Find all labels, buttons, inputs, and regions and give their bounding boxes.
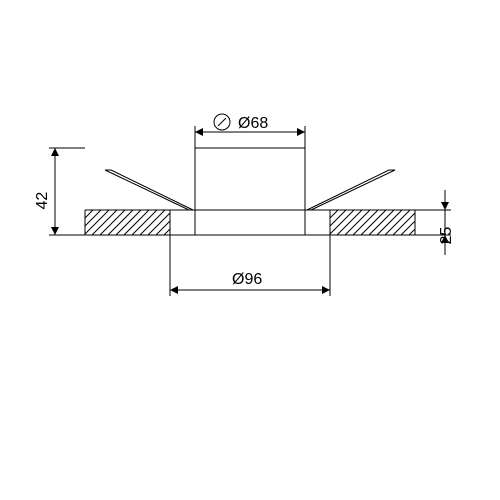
dim-hole-diameter: Ø68	[238, 115, 268, 132]
dim-bezel-thickness: 25	[438, 227, 455, 245]
dim-bezel-diameter: Ø96	[232, 271, 262, 288]
dim-total-height: 42	[34, 192, 51, 210]
